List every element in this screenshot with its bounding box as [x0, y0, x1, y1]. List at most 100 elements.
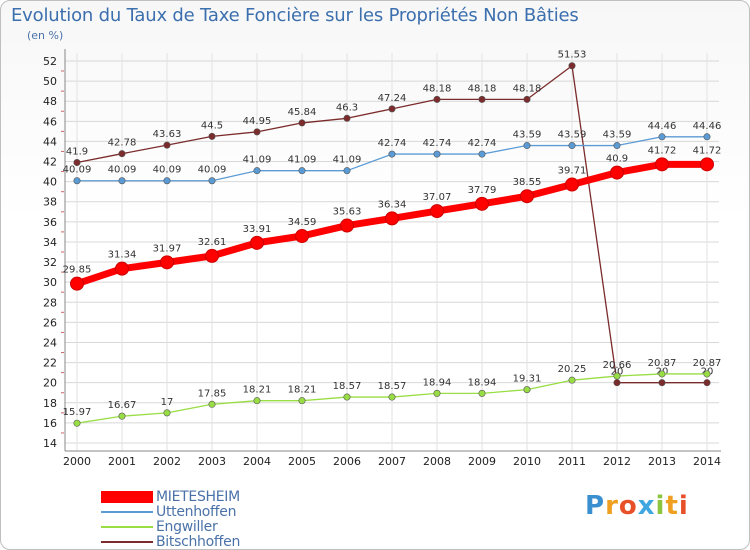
data-point [478, 95, 486, 103]
data-point [568, 62, 576, 70]
data-label: 43.59 [603, 130, 632, 141]
y-tick-label: 46 [43, 115, 57, 128]
data-label: 40.9 [606, 154, 628, 165]
data-label: 44.5 [201, 120, 223, 131]
data-point [565, 177, 579, 192]
legend-label: Uttenhoffen [156, 503, 237, 520]
y-tick-label: 50 [43, 75, 57, 88]
data-point [613, 379, 621, 387]
data-label: 17.85 [198, 388, 227, 399]
data-label: 44.46 [693, 121, 722, 132]
data-label: 18.57 [378, 381, 407, 392]
data-label: 42.74 [423, 138, 452, 149]
x-tick-label: 2004 [243, 455, 271, 468]
x-tick-label: 2008 [423, 455, 451, 468]
y-tick-label: 14 [43, 437, 57, 450]
y-tick-label: 30 [43, 276, 57, 289]
y-tick-label: 26 [43, 316, 57, 329]
legend-swatch [101, 490, 153, 503]
legend-item-engwiller: Engwiller [101, 519, 240, 535]
y-tick-label: 42 [43, 156, 57, 169]
data-point [253, 128, 261, 136]
data-label: 40.09 [63, 165, 92, 176]
data-point [703, 133, 711, 141]
data-label: 35.63 [333, 207, 362, 218]
data-point [73, 177, 81, 185]
data-point [385, 211, 399, 226]
data-label: 46.3 [336, 102, 358, 113]
data-label: 39.71 [558, 166, 587, 177]
data-label: 40.09 [198, 165, 227, 176]
data-label: 37.79 [468, 185, 497, 196]
data-point [340, 218, 354, 233]
data-point [568, 142, 576, 150]
data-label: 45.84 [288, 107, 317, 118]
x-tick-label: 2002 [153, 455, 181, 468]
data-point [433, 150, 441, 158]
data-label: 18.94 [468, 377, 497, 388]
data-label: 48.18 [513, 83, 542, 94]
data-label: 32.61 [198, 237, 227, 248]
data-label: 16.67 [108, 400, 137, 411]
data-label: 41.72 [693, 145, 722, 156]
data-label: 41.09 [333, 155, 362, 166]
data-point [343, 114, 351, 122]
data-label: 43.63 [153, 129, 182, 140]
data-point [253, 167, 261, 175]
data-point [208, 132, 216, 140]
data-point [433, 389, 441, 397]
y-tick-label: 22 [43, 357, 57, 370]
y-tick-label: 28 [43, 296, 57, 309]
data-point [433, 95, 441, 103]
data-point [700, 157, 714, 172]
data-label: 18.94 [423, 377, 452, 388]
y-tick-label: 40 [43, 176, 57, 189]
data-label: 44.95 [243, 116, 272, 127]
data-point [295, 229, 309, 244]
data-point [205, 248, 219, 263]
legend-swatch [101, 540, 153, 543]
legend-label: MIETESHEIM [156, 488, 240, 505]
x-tick-label: 2009 [468, 455, 496, 468]
data-point [118, 150, 126, 158]
y-tick-label: 38 [43, 196, 57, 209]
data-point [73, 159, 81, 167]
data-point [343, 167, 351, 175]
data-point [568, 376, 576, 384]
data-label: 36.34 [378, 199, 407, 210]
data-label: 43.59 [513, 130, 542, 141]
data-point [388, 105, 396, 113]
x-tick-label: 2013 [648, 455, 676, 468]
data-point [658, 370, 666, 378]
data-label: 19.31 [513, 374, 542, 385]
data-label: 20.66 [603, 360, 632, 371]
data-label: 37.07 [423, 192, 452, 203]
data-point [298, 397, 306, 405]
data-label: 17 [161, 397, 174, 408]
data-point [250, 235, 264, 250]
data-point [160, 255, 174, 270]
data-label: 15.97 [63, 407, 92, 418]
x-tick-label: 2000 [63, 455, 91, 468]
data-point [523, 142, 531, 150]
legend-label: Bitschhoffen [156, 533, 241, 550]
x-tick-label: 2005 [288, 455, 316, 468]
data-label: 41.72 [648, 145, 677, 156]
data-point [118, 412, 126, 420]
data-label: 18.21 [243, 385, 272, 396]
data-point [115, 261, 129, 276]
legend-swatch [101, 510, 153, 513]
data-point [430, 204, 444, 219]
data-point [253, 397, 261, 405]
data-point [475, 196, 489, 211]
data-point [613, 142, 621, 150]
data-point [613, 372, 621, 380]
legend-item-mietesheim: MIETESHEIM [101, 488, 240, 505]
data-label: 34.59 [288, 217, 317, 228]
data-point [655, 157, 669, 172]
data-point [208, 400, 216, 408]
y-tick-label: 44 [43, 135, 57, 148]
data-point [703, 379, 711, 387]
data-point [703, 370, 711, 378]
